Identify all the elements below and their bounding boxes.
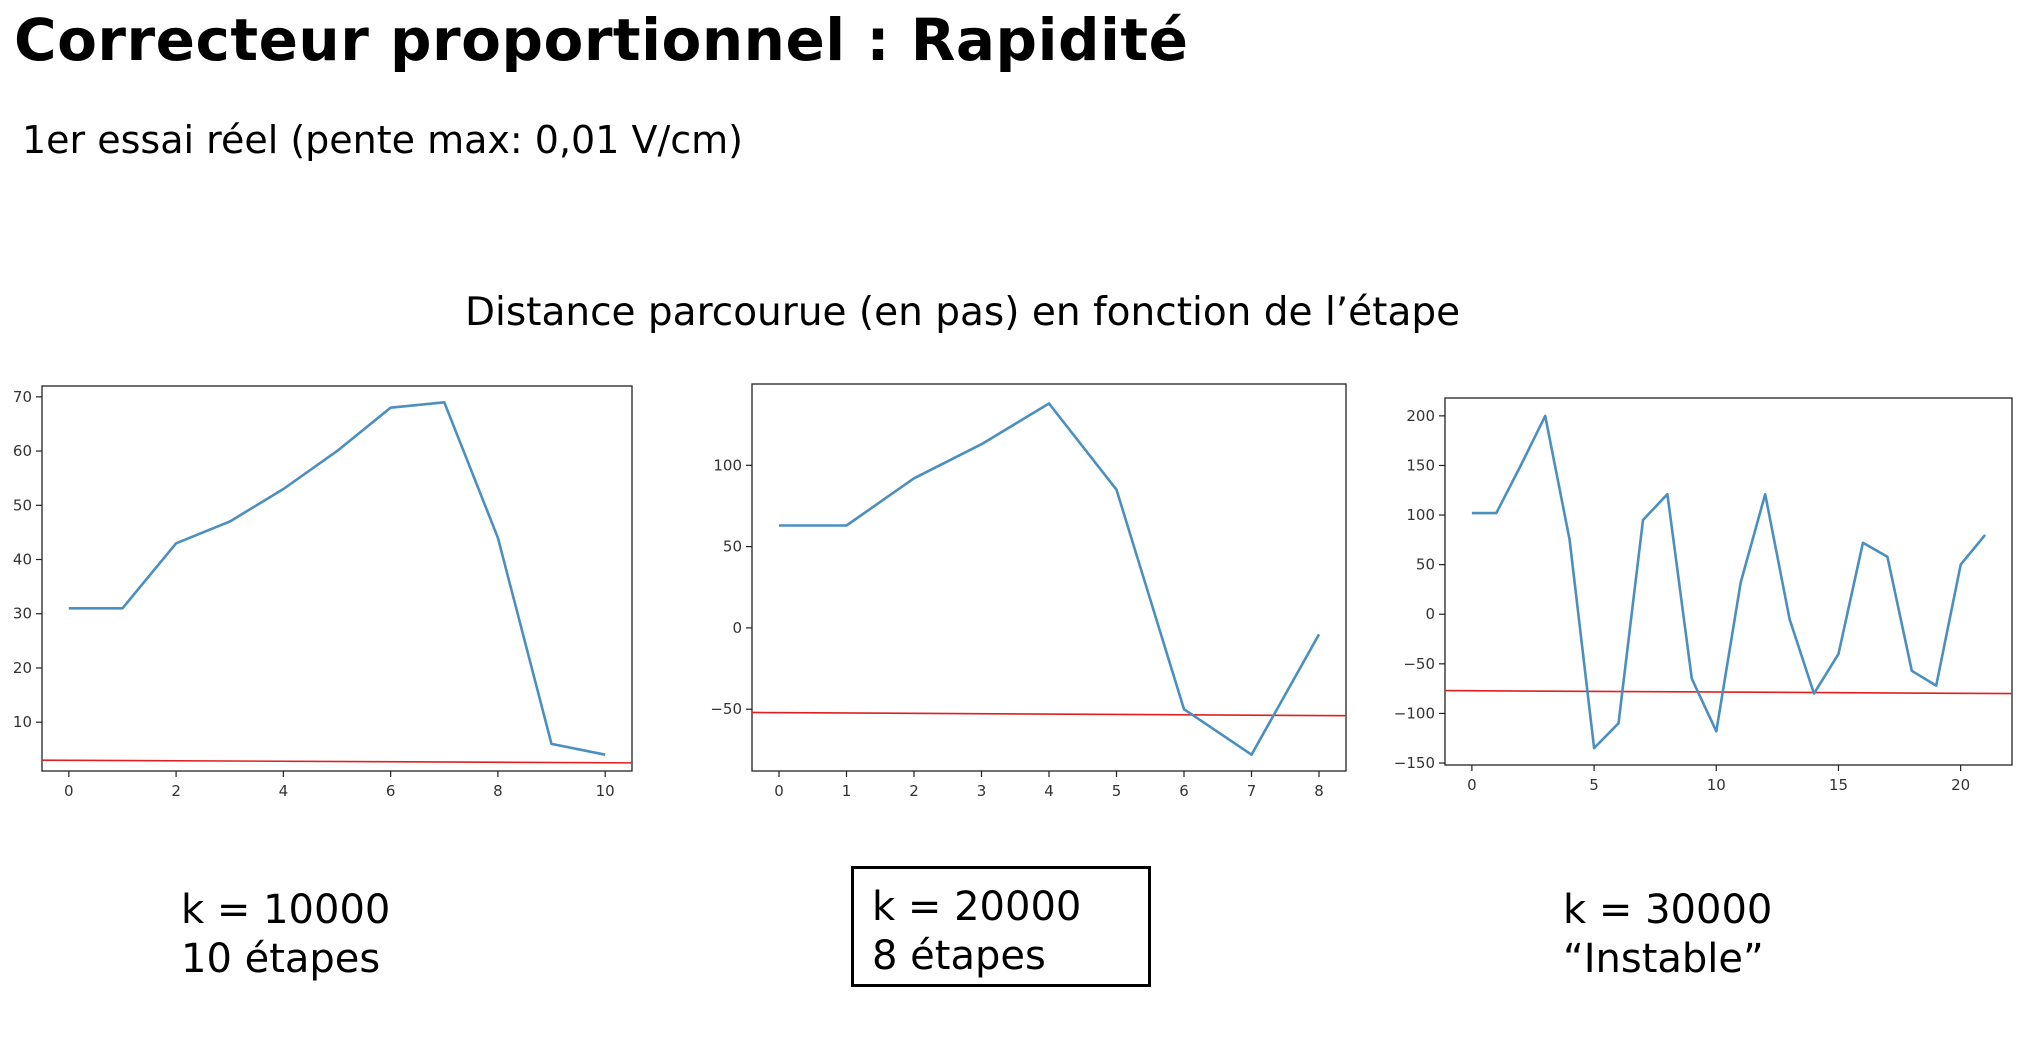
y-tick-label: 10 (13, 713, 32, 731)
reference-line (41, 759, 633, 764)
plot-frame (41, 385, 633, 772)
caption-steps: “Instable” (1563, 936, 1764, 982)
y-tick-label: −50 (710, 700, 742, 718)
caption-k30000: k = 30000 “Instable” (1563, 886, 1772, 984)
y-tick-label: 50 (1416, 556, 1435, 574)
x-tick-label: 10 (596, 782, 615, 800)
caption-steps: 10 étapes (181, 936, 381, 982)
y-tick-label: 200 (1406, 407, 1435, 425)
reference-line (1444, 689, 2013, 695)
caption-gain: k = 10000 (181, 887, 391, 933)
slide-subtitle: 1er essai réel (pente max: 0,01 V/cm) (22, 118, 743, 162)
x-tick-label: 8 (1314, 782, 1324, 800)
y-tick-label: 100 (1406, 506, 1435, 524)
x-tick-label: 0 (774, 782, 784, 800)
x-tick-label: 5 (1112, 782, 1122, 800)
chart-k30000: 0 5 10 15 20 −150 −100 −50 0 50 100 150 200 (1394, 397, 2013, 794)
caption-steps: 8 étapes (872, 933, 1046, 979)
x-tick-label: 1 (842, 782, 852, 800)
y-tick-label: 150 (1406, 456, 1435, 474)
y-tick-label: 100 (713, 456, 742, 474)
x-tick-label: 3 (977, 782, 987, 800)
y-tick-label: 0 (1425, 605, 1435, 623)
x-tick-label: 2 (171, 782, 181, 800)
plot-frame (1444, 397, 2013, 766)
y-tick-label: 70 (13, 388, 32, 406)
y-tick-label: −150 (1394, 754, 1435, 772)
series-line (779, 402, 1321, 757)
y-tick-label: 30 (13, 605, 32, 623)
series-line (1471, 414, 1987, 750)
caption-gain: k = 30000 (1563, 887, 1773, 933)
series-line (68, 400, 606, 756)
caption-k10000: k = 10000 10 étapes (181, 886, 390, 984)
x-tick-label: 10 (1707, 776, 1726, 794)
y-tick-label: −100 (1394, 704, 1435, 722)
x-tick-label: 20 (1951, 776, 1970, 794)
y-tick-label: 50 (723, 538, 742, 556)
y-tick-label: −50 (1403, 655, 1435, 673)
caption-gain: k = 20000 (872, 884, 1082, 930)
caption-k20000-box: k = 20000 8 étapes (851, 866, 1151, 987)
x-tick-label: 15 (1829, 776, 1848, 794)
x-tick-label: 4 (279, 782, 289, 800)
x-tick-label: 7 (1247, 782, 1257, 800)
chart-k10000: 0 2 4 6 8 10 10 20 30 40 50 60 70 (13, 385, 633, 800)
x-tick-label: 2 (909, 782, 919, 800)
y-tick-label: 50 (13, 496, 32, 514)
x-tick-label: 6 (386, 782, 396, 800)
y-tick-label: 0 (732, 619, 742, 637)
x-tick-label: 0 (1467, 776, 1477, 794)
x-tick-label: 5 (1589, 776, 1599, 794)
y-tick-label: 40 (13, 551, 32, 569)
x-tick-label: 6 (1179, 782, 1189, 800)
x-tick-label: 4 (1044, 782, 1054, 800)
slide-title: Correcteur proportionnel : Rapidité (14, 6, 1189, 74)
x-tick-label: 0 (64, 782, 74, 800)
chart-k20000: 0 1 2 3 4 5 6 7 8 −50 0 50 100 (710, 383, 1347, 800)
y-tick-label: 60 (13, 442, 32, 460)
reference-line (751, 711, 1347, 717)
charts-heading: Distance parcourue (en pas) en fonction … (465, 290, 1461, 335)
x-tick-label: 8 (493, 782, 503, 800)
y-tick-label: 20 (13, 659, 32, 677)
